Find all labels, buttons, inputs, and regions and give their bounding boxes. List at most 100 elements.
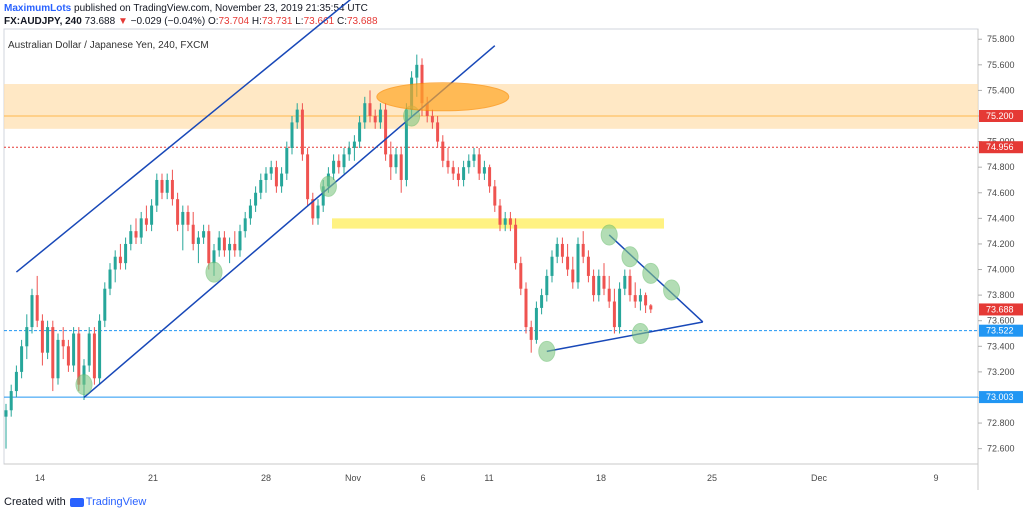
candle-body[interactable]	[623, 275, 627, 289]
candle-body[interactable]	[618, 288, 622, 328]
green-ellipse[interactable]	[631, 323, 649, 344]
candle-body[interactable]	[254, 192, 258, 206]
candle-body[interactable]	[306, 154, 310, 200]
candle-body[interactable]	[498, 205, 502, 225]
candle-body[interactable]	[248, 205, 252, 219]
candle-body[interactable]	[545, 275, 549, 296]
candle-body[interactable]	[98, 320, 102, 379]
orange-ellipse[interactable]	[376, 82, 510, 112]
candle-body[interactable]	[488, 167, 492, 187]
candle-body[interactable]	[612, 301, 616, 328]
green-ellipse[interactable]	[205, 261, 223, 283]
candle-body[interactable]	[165, 179, 169, 193]
candle-body[interactable]	[222, 237, 226, 251]
candle-body[interactable]	[358, 122, 362, 142]
green-ellipse[interactable]	[600, 224, 618, 246]
candle-body[interactable]	[363, 103, 367, 123]
candle-body[interactable]	[394, 154, 398, 168]
author-name[interactable]: MaximumLots	[4, 3, 72, 14]
candle-body[interactable]	[373, 116, 377, 123]
candle-body[interactable]	[108, 269, 112, 289]
candle-body[interactable]	[638, 295, 642, 302]
candle-body[interactable]	[202, 231, 206, 238]
candle-body[interactable]	[337, 160, 341, 168]
candle-body[interactable]	[311, 199, 315, 219]
candle-body[interactable]	[269, 167, 273, 174]
candle-body[interactable]	[129, 231, 133, 244]
candle-body[interactable]	[25, 327, 29, 347]
candle-body[interactable]	[181, 211, 185, 225]
candle-body[interactable]	[20, 346, 24, 372]
candle-body[interactable]	[644, 295, 648, 306]
candle-body[interactable]	[571, 269, 575, 283]
candle-body[interactable]	[493, 186, 497, 206]
candle-body[interactable]	[285, 147, 289, 174]
candle-body[interactable]	[124, 243, 128, 264]
candle-body[interactable]	[519, 263, 523, 289]
candle-body[interactable]	[602, 275, 606, 289]
candle-body[interactable]	[238, 231, 242, 251]
candle-body[interactable]	[217, 237, 221, 251]
candle-body[interactable]	[389, 154, 393, 168]
candle-body[interactable]	[321, 186, 325, 206]
candle-body[interactable]	[404, 109, 408, 180]
candle-body[interactable]	[4, 410, 8, 417]
candle-body[interactable]	[170, 179, 174, 200]
candle-body[interactable]	[597, 275, 601, 296]
trendline-1[interactable]	[15, 0, 411, 273]
candle-body[interactable]	[264, 173, 268, 180]
candle-body[interactable]	[113, 256, 117, 270]
candle-body[interactable]	[649, 305, 653, 310]
candle-body[interactable]	[592, 275, 596, 296]
candle-body[interactable]	[233, 243, 237, 251]
green-ellipse[interactable]	[75, 374, 93, 396]
candle-body[interactable]	[352, 141, 356, 148]
candle-body[interactable]	[207, 231, 211, 264]
candle-body[interactable]	[280, 173, 284, 187]
candle-body[interactable]	[9, 391, 13, 411]
candle-body[interactable]	[555, 243, 559, 257]
candle-body[interactable]	[103, 288, 107, 321]
candle-body[interactable]	[384, 109, 388, 155]
candle-body[interactable]	[134, 231, 138, 238]
candle-body[interactable]	[160, 179, 164, 193]
candle-body[interactable]	[30, 295, 34, 328]
candle-body[interactable]	[191, 224, 195, 244]
tradingview-brand[interactable]: TradingView	[85, 496, 147, 508]
candle-body[interactable]	[534, 307, 538, 340]
candle-body[interactable]	[451, 167, 455, 174]
candle-body[interactable]	[87, 333, 91, 366]
green-ellipse[interactable]	[538, 340, 556, 362]
green-ellipse[interactable]	[319, 175, 337, 197]
candle-body[interactable]	[529, 327, 533, 340]
candle-body[interactable]	[441, 141, 445, 161]
candle-body[interactable]	[436, 122, 440, 142]
candle-body[interactable]	[40, 320, 44, 353]
candle-body[interactable]	[514, 224, 518, 264]
candle-body[interactable]	[72, 333, 76, 366]
candle-body[interactable]	[586, 256, 590, 276]
candle-body[interactable]	[628, 275, 632, 296]
candle-body[interactable]	[368, 103, 372, 116]
candle-body[interactable]	[290, 122, 294, 148]
candle-body[interactable]	[150, 205, 154, 225]
candle-body[interactable]	[56, 339, 60, 379]
candle-body[interactable]	[196, 237, 200, 244]
candle-body[interactable]	[295, 109, 299, 123]
candle-body[interactable]	[607, 288, 611, 302]
candle-body[interactable]	[51, 327, 55, 379]
candle-body[interactable]	[332, 160, 336, 174]
candle-body[interactable]	[274, 167, 278, 187]
candle-body[interactable]	[467, 160, 471, 168]
candle-body[interactable]	[243, 218, 247, 232]
candle-body[interactable]	[477, 154, 481, 174]
candle-body[interactable]	[139, 218, 143, 238]
candle-body[interactable]	[212, 250, 216, 264]
candle-body[interactable]	[540, 295, 544, 308]
green-ellipse[interactable]	[642, 262, 660, 284]
candle-body[interactable]	[35, 295, 39, 321]
candle-body[interactable]	[566, 256, 570, 270]
candle-body[interactable]	[118, 256, 122, 264]
candle-body[interactable]	[581, 243, 585, 257]
candle-body[interactable]	[14, 371, 18, 392]
